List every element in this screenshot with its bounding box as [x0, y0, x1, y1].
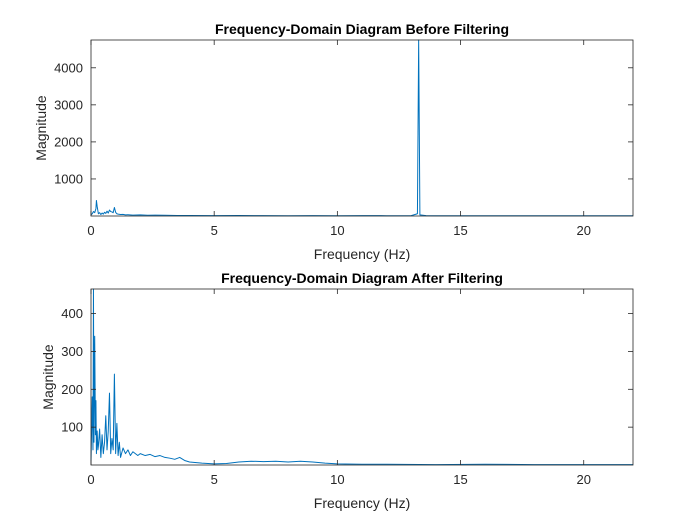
x-tick-label: 15: [453, 472, 467, 487]
y-tick-label: 100: [61, 420, 83, 435]
chart-2: 0 5 10 15 20 100 200 300 400 Frequency-Domain Dia…: [40, 270, 634, 511]
x-tick-label: 20: [576, 223, 590, 238]
axes-box: [90, 39, 634, 217]
chart-title: Frequency-Domain Diagram After Filtering: [221, 270, 503, 286]
plot-area: [91, 289, 633, 465]
x-axis-label: Frequency (Hz): [314, 495, 410, 511]
y-tick-label: 1000: [54, 171, 83, 186]
y-tick-label: 2000: [54, 134, 83, 149]
x-tick-label: 15: [453, 223, 467, 238]
chart-title: Frequency-Domain Diagram Before Filterin…: [215, 21, 509, 37]
y-tick-label: 400: [61, 306, 83, 321]
y-tick-label: 300: [61, 344, 83, 359]
series-line-1: [90, 39, 634, 217]
x-axis-label: Frequency (Hz): [314, 246, 410, 262]
x-tick-label: 20: [576, 472, 590, 487]
y-axis-label: Magnitude: [33, 95, 49, 161]
axes-box: [90, 288, 634, 466]
x-tick-label: 10: [330, 472, 344, 487]
series-line-1: [90, 288, 633, 466]
y-tick-label: 4000: [54, 60, 83, 75]
x-tick-label: 0: [87, 472, 94, 487]
x-tick-label: 5: [211, 472, 218, 487]
x-tick-label: 5: [211, 223, 218, 238]
x-tick-label: 0: [87, 223, 94, 238]
y-tick-label: 3000: [54, 97, 83, 112]
y-axis-label: Magnitude: [40, 344, 56, 410]
plot-area: [91, 40, 633, 216]
x-tick-label: 10: [330, 223, 344, 238]
chart-1: 0 5 10 15 20 1000 2000 3000 4000 Frequency-Domain…: [33, 21, 634, 262]
y-tick-label: 200: [61, 382, 83, 397]
